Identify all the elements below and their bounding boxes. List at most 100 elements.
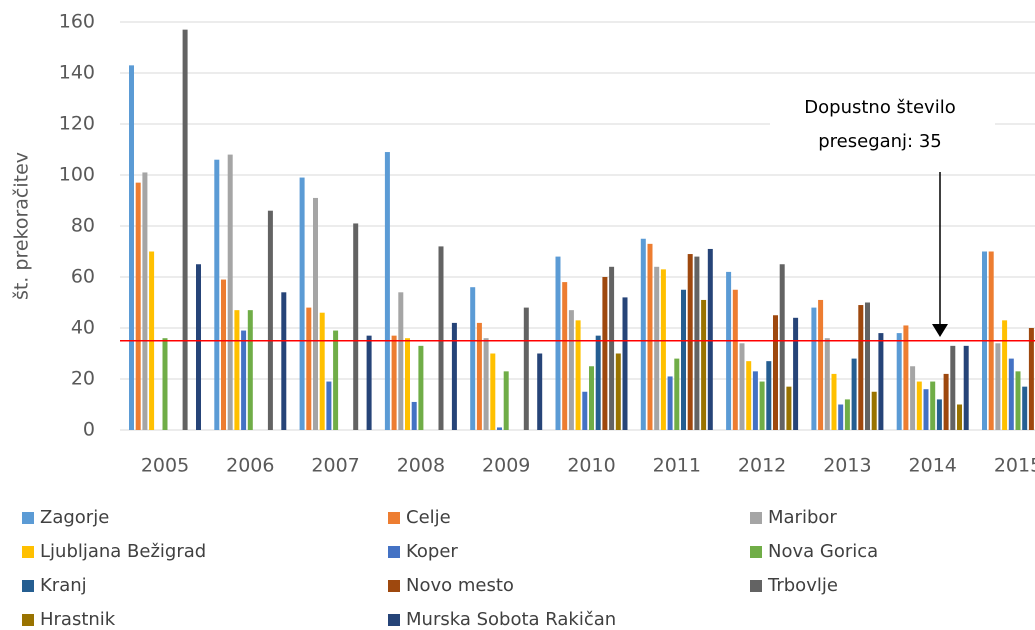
bar bbox=[306, 307, 312, 430]
legend-swatch bbox=[388, 614, 400, 626]
bar bbox=[602, 277, 608, 430]
bar bbox=[739, 343, 745, 430]
legend-label: Kranj bbox=[40, 575, 87, 596]
bar bbox=[483, 338, 489, 430]
legend-label: Celje bbox=[406, 507, 451, 528]
bar bbox=[858, 305, 864, 430]
bar bbox=[936, 399, 942, 430]
legend-swatch bbox=[750, 512, 762, 524]
bar bbox=[281, 292, 287, 430]
legend-label: Koper bbox=[406, 541, 458, 562]
legend-label: Novo mesto bbox=[406, 575, 514, 596]
y-tick-label: 100 bbox=[59, 164, 95, 186]
y-tick-label: 60 bbox=[71, 266, 95, 288]
bar bbox=[622, 297, 628, 430]
x-tick-label: 2008 bbox=[397, 455, 445, 477]
bar bbox=[162, 338, 168, 430]
annotation: Dopustno število bbox=[804, 97, 955, 118]
bar bbox=[568, 310, 574, 430]
legend-swatch bbox=[22, 614, 34, 626]
bar bbox=[930, 381, 936, 430]
x-tick-label: 2010 bbox=[567, 455, 615, 477]
y-tick-label: 0 bbox=[83, 419, 95, 441]
bar bbox=[333, 330, 339, 430]
bar bbox=[267, 210, 273, 430]
bar bbox=[793, 317, 799, 430]
bar bbox=[398, 292, 404, 430]
bars bbox=[120, 21, 1035, 431]
bar bbox=[910, 366, 916, 430]
x-tick-label: 2005 bbox=[141, 455, 189, 477]
bar bbox=[476, 322, 482, 430]
bar bbox=[135, 182, 141, 430]
bar bbox=[182, 29, 188, 431]
bar bbox=[674, 358, 680, 430]
bar bbox=[227, 154, 233, 430]
y-axis-label: št. prekoračitev bbox=[11, 152, 33, 300]
bar bbox=[326, 381, 332, 430]
bar bbox=[214, 159, 220, 430]
bar bbox=[609, 266, 615, 430]
annotation: preseganj: 35 bbox=[818, 131, 942, 152]
bar bbox=[1015, 371, 1021, 430]
bar bbox=[667, 376, 673, 430]
legend-label: Maribor bbox=[768, 507, 837, 528]
bar bbox=[896, 333, 902, 430]
bar bbox=[732, 289, 738, 430]
bar bbox=[142, 172, 148, 430]
bar bbox=[694, 256, 700, 430]
bar bbox=[844, 399, 850, 430]
legend-swatch bbox=[750, 546, 762, 558]
legend-swatch bbox=[750, 580, 762, 592]
bar bbox=[470, 287, 476, 430]
x-tick-label: 2012 bbox=[738, 455, 786, 477]
bar bbox=[903, 325, 909, 430]
y-tick-label: 20 bbox=[71, 368, 95, 390]
bar bbox=[824, 338, 830, 430]
x-tick-label: 2013 bbox=[823, 455, 871, 477]
legend-label: Nova Gorica bbox=[768, 541, 878, 562]
bar bbox=[916, 381, 922, 430]
bar bbox=[313, 197, 318, 430]
legend-swatch bbox=[22, 546, 34, 558]
bar bbox=[773, 315, 778, 430]
bar bbox=[779, 264, 785, 430]
bar bbox=[537, 353, 543, 430]
bar bbox=[957, 404, 962, 430]
bar bbox=[418, 345, 424, 430]
bar bbox=[811, 307, 817, 430]
bar bbox=[319, 312, 325, 430]
legend-label: Trbovlje bbox=[767, 575, 838, 596]
bar bbox=[759, 381, 765, 430]
y-tick-label: 120 bbox=[59, 113, 95, 135]
x-tick-label: 2007 bbox=[311, 455, 359, 477]
bar bbox=[838, 404, 844, 430]
y-tick-label: 140 bbox=[59, 62, 95, 84]
bar bbox=[490, 353, 496, 430]
bar bbox=[366, 335, 372, 430]
legend-swatch bbox=[388, 580, 400, 592]
bar bbox=[752, 371, 758, 430]
bar bbox=[353, 223, 359, 430]
bar bbox=[995, 343, 1001, 430]
x-tick-label: 2009 bbox=[482, 455, 530, 477]
annotation-box bbox=[770, 88, 995, 170]
bar bbox=[196, 264, 201, 430]
bar bbox=[746, 361, 752, 430]
legend-label: Ljubljana Bežigrad bbox=[40, 541, 206, 562]
bar bbox=[411, 401, 417, 430]
bar bbox=[497, 427, 502, 430]
bar bbox=[1008, 358, 1014, 430]
x-tick-label: 2014 bbox=[909, 455, 957, 477]
bar bbox=[589, 366, 594, 430]
bar bbox=[221, 279, 226, 430]
legend-label: Murska Sobota Rakičan bbox=[406, 609, 616, 630]
legend-swatch bbox=[388, 546, 400, 558]
bar bbox=[701, 299, 707, 430]
x-tick-label: 2011 bbox=[653, 455, 701, 477]
bar bbox=[647, 243, 653, 430]
bar bbox=[562, 282, 568, 430]
y-tick-label: 160 bbox=[59, 11, 95, 33]
bar bbox=[234, 310, 240, 430]
arrow-head bbox=[932, 324, 948, 337]
